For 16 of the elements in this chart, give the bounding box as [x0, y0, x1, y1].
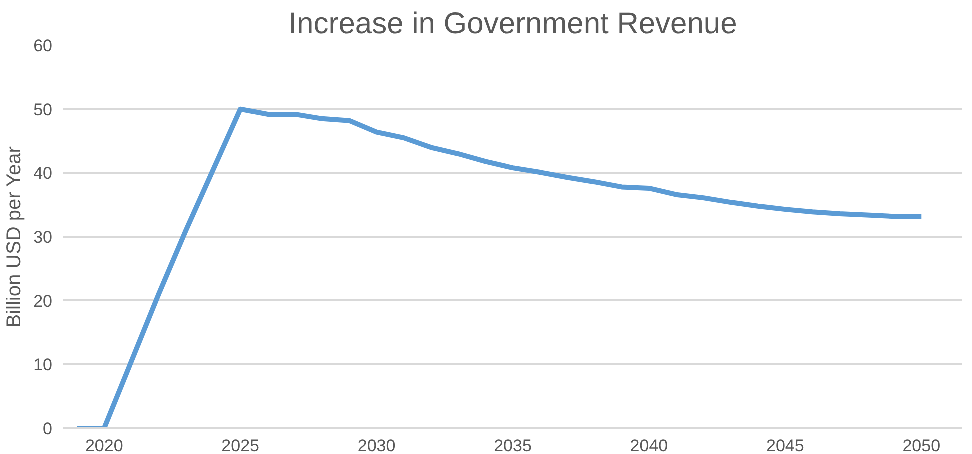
y-axis-title: Billion USD per Year: [4, 146, 26, 328]
chart-title: Increase in Government Revenue: [288, 8, 738, 40]
x-tick-label: 2050: [902, 436, 941, 454]
y-tick-label: 50: [34, 100, 53, 120]
x-tick-label: 2020: [85, 436, 124, 454]
y-tick-label: 10: [34, 356, 53, 375]
x-tick-label: 2030: [358, 436, 396, 454]
x-tick-label: 2025: [222, 436, 260, 454]
x-tick-label: 2045: [766, 436, 804, 454]
x-tick-label: 2040: [630, 436, 668, 454]
y-tick-label: 40: [34, 164, 53, 184]
y-tick-label: 30: [34, 228, 53, 247]
y-tick-label: 60: [34, 36, 53, 56]
y-tick-label: 20: [34, 292, 53, 311]
x-tick-label: 2035: [494, 436, 532, 454]
y-tick-label: 0: [43, 420, 53, 438]
